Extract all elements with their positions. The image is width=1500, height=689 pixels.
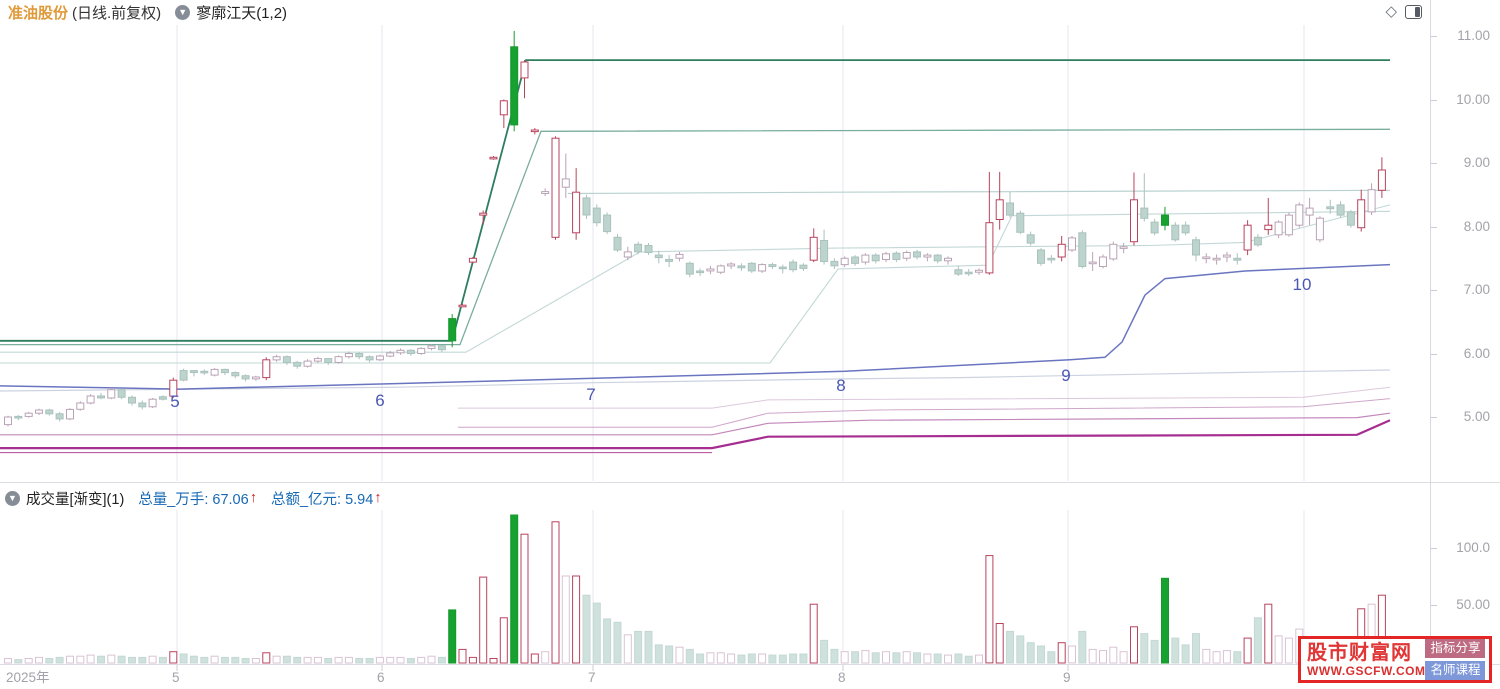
date-axis-label: 5: [172, 670, 180, 685]
price-tick-label: 6.00: [1463, 345, 1490, 361]
indicator-line-band-upper: [567, 189, 1391, 195]
volume-tick-label: 100.0: [1456, 540, 1490, 555]
watermark-badge-indicator-share: 指标分享: [1425, 639, 1486, 658]
date-axis-divider: [0, 664, 1500, 665]
axis-border: [1430, 0, 1431, 664]
watermark: 股市财富网 WWW.GSCFW.COM 指标分享 名师课程: [1298, 636, 1492, 683]
axis-tick: [1431, 548, 1437, 549]
price-tick-label: 9.00: [1463, 155, 1490, 170]
price-tick-label: 10.00: [1456, 91, 1490, 107]
axis-tick: [1431, 226, 1437, 228]
date-axis-label: 7: [588, 670, 596, 685]
indicator-line-stair2: [0, 210, 1391, 364]
axis-tick: [1431, 36, 1437, 37]
axis-tick: [1431, 417, 1437, 418]
indicator-line-pink3: [0, 412, 1391, 436]
header-toolbar: ◇: [1385, 3, 1422, 21]
price-tick-label: 7.00: [1463, 282, 1490, 297]
volume-amount: 总额_亿元: 5.94: [270, 491, 374, 508]
date-axis-label: 2025年: [6, 670, 50, 685]
price-tick-label: 5.00: [1463, 409, 1490, 424]
up-arrow-icon: ↑: [249, 490, 257, 506]
indicator-line-pink1: [458, 386, 1391, 409]
volume-indicator-name: 成交量[渐变](1): [26, 491, 125, 508]
month-label-blue: 10: [1293, 275, 1312, 294]
indicator-line-pink4-dark: [0, 419, 1391, 450]
axis-tick: [1431, 163, 1437, 164]
indicator-name: 寥廓江天(1,2): [196, 5, 288, 22]
chevron-down-icon[interactable]: ▼: [175, 5, 191, 20]
volume-total: 总量_万手: 67.06: [138, 491, 249, 508]
period-label: (日线.前复权): [72, 5, 162, 22]
price-tick-label: 8.00: [1463, 218, 1490, 234]
watermark-site-name: 股市财富网: [1307, 641, 1412, 664]
date-axis-label: 8: [838, 670, 846, 685]
axis-tick: [1431, 604, 1437, 606]
axis-tick: [1431, 290, 1437, 291]
chevron-down-icon[interactable]: ▼: [5, 490, 20, 506]
chart-header: 准油股份 (日线.前复权) ▼ 寥廓江天(1,2) ◇: [0, 0, 1500, 25]
month-label-blue: 9: [1061, 366, 1070, 385]
indicator-line-trend-grey: [0, 369, 1391, 392]
up-arrow-icon: ↑: [374, 490, 382, 506]
axis-tick: [1431, 353, 1437, 355]
price-tick-label: 11.00: [1457, 28, 1490, 43]
watermark-site-url: WWW.GSCFW.COM: [1307, 663, 1426, 678]
axis-tick: [1431, 99, 1437, 101]
date-axis-label: 9: [1063, 670, 1071, 685]
stock-name: 准油股份: [8, 5, 69, 22]
volume-tick-label: 50.00: [1456, 596, 1490, 612]
panel-layout-icon[interactable]: [1405, 5, 1422, 19]
date-axis-label: 6: [377, 670, 385, 685]
month-label-blue: 5: [170, 392, 179, 411]
indicator-line-resistance-high: [0, 59, 1390, 342]
month-label-blue: 6: [375, 391, 384, 410]
month-label-blue: 8: [836, 376, 845, 395]
diamond-icon[interactable]: ◇: [1385, 3, 1397, 20]
indicator-line-resistance-mid: [0, 128, 1391, 346]
price-axis: 11.00 10.00 9.00 8.00 7.00 6.00 5.00 100.0 50.00: [1431, 0, 1500, 689]
watermark-badge-courses: 名师课程: [1425, 661, 1486, 680]
month-label-blue: 7: [586, 385, 595, 404]
candlestick-chart-canvas[interactable]: 5 6 7 8 9 10 2025年 5 6 7 8 9: [0, 0, 1430, 689]
indicator-line-pink2: [458, 398, 1391, 428]
indicator-line-stair1: [0, 204, 1391, 353]
indicator-line-trend-blue: [0, 263, 1391, 390]
volume-pane-header: ▼ 成交量[渐变](1) 总量_万手: 67.06 ↑ 总额_亿元: 5.94 …: [0, 486, 382, 510]
pane-divider: [0, 482, 1500, 483]
